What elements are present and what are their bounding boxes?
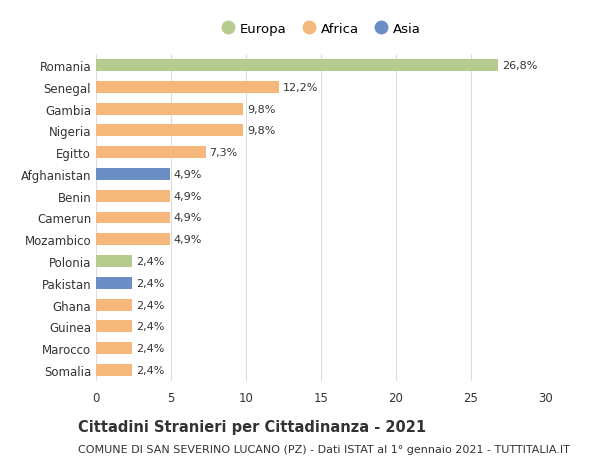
Text: 12,2%: 12,2%: [283, 83, 318, 93]
Text: COMUNE DI SAN SEVERINO LUCANO (PZ) - Dati ISTAT al 1° gennaio 2021 - TUTTITALIA.: COMUNE DI SAN SEVERINO LUCANO (PZ) - Dat…: [78, 444, 570, 454]
Text: 4,9%: 4,9%: [173, 213, 202, 223]
Bar: [96, 277, 132, 289]
Text: 9,8%: 9,8%: [247, 126, 275, 136]
Bar: [96, 342, 132, 354]
Bar: [96, 234, 170, 246]
Bar: [96, 103, 243, 115]
Bar: [96, 60, 498, 72]
Bar: [96, 190, 170, 202]
Text: 4,9%: 4,9%: [173, 235, 202, 245]
Text: 7,3%: 7,3%: [209, 148, 238, 158]
Bar: [96, 321, 132, 333]
Text: Cittadini Stranieri per Cittadinanza - 2021: Cittadini Stranieri per Cittadinanza - 2…: [78, 419, 426, 434]
Text: 26,8%: 26,8%: [502, 61, 537, 71]
Text: 9,8%: 9,8%: [247, 104, 275, 114]
Text: 4,9%: 4,9%: [173, 169, 202, 179]
Bar: [96, 125, 243, 137]
Text: 2,4%: 2,4%: [136, 300, 164, 310]
Legend: Europa, Africa, Asia: Europa, Africa, Asia: [221, 22, 421, 36]
Bar: [96, 168, 170, 180]
Text: 2,4%: 2,4%: [136, 322, 164, 332]
Text: 2,4%: 2,4%: [136, 278, 164, 288]
Bar: [96, 82, 279, 94]
Bar: [96, 364, 132, 376]
Text: 4,9%: 4,9%: [173, 191, 202, 202]
Text: 2,4%: 2,4%: [136, 343, 164, 353]
Text: 2,4%: 2,4%: [136, 257, 164, 267]
Bar: [96, 299, 132, 311]
Bar: [96, 147, 205, 159]
Bar: [96, 256, 132, 268]
Bar: [96, 212, 170, 224]
Text: 2,4%: 2,4%: [136, 365, 164, 375]
